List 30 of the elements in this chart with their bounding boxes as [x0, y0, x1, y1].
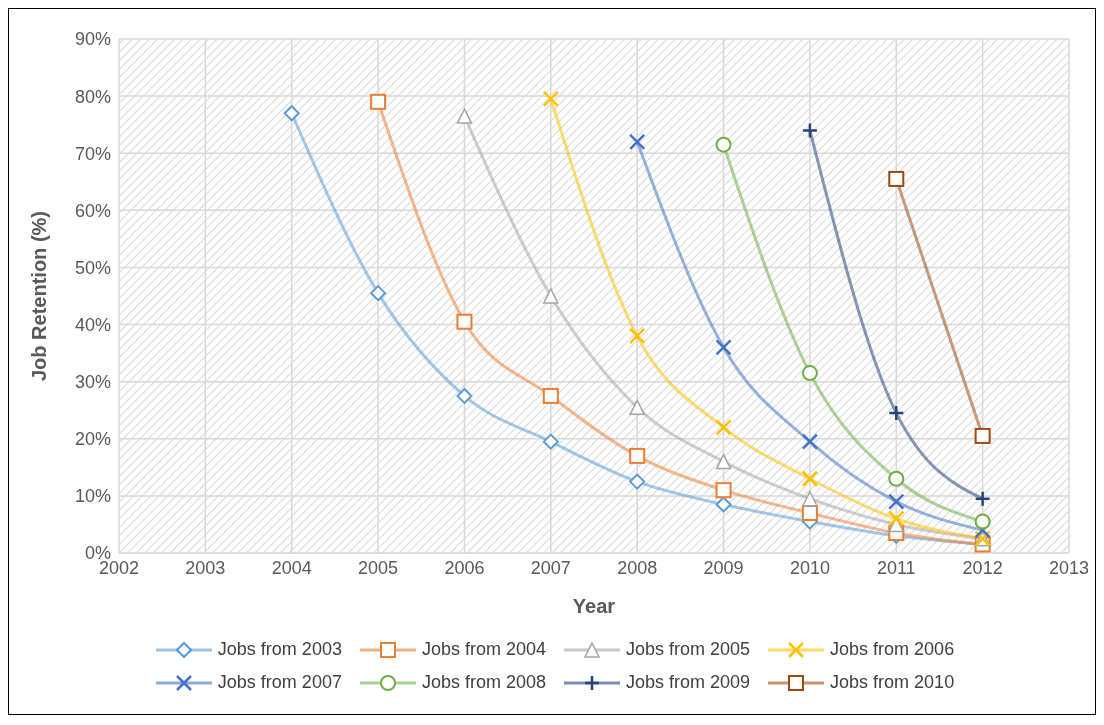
- legend-label: Jobs from 2005: [626, 639, 751, 660]
- y-tick-label: 90%: [74, 29, 111, 50]
- x-tick-label: 2006: [444, 557, 485, 578]
- y-tick-label: 10%: [74, 486, 111, 507]
- x-tick-label: 2013: [1048, 557, 1090, 578]
- legend-label: Jobs from 2008: [421, 672, 546, 693]
- x-tick-label: 2012: [962, 557, 1003, 578]
- legend-label: Jobs from 2007: [217, 672, 342, 693]
- x-tick-label: 2004: [271, 557, 312, 578]
- y-tick-label: 40%: [74, 314, 111, 335]
- y-tick-label: 60%: [74, 200, 111, 221]
- legend-label: Jobs from 2003: [217, 639, 342, 660]
- legend-label: Jobs from 2006: [830, 639, 955, 660]
- y-tick-label: 80%: [74, 86, 111, 107]
- legend-label: Jobs from 2009: [626, 672, 751, 693]
- y-axis-title: Job Retention (%): [28, 211, 51, 381]
- x-tick-label: 2005: [358, 557, 399, 578]
- x-axis-title: Year: [572, 595, 616, 617]
- x-tick-label: 2011: [876, 557, 916, 578]
- x-tick-label: 2007: [530, 557, 571, 578]
- legend-label: Jobs from 2010: [830, 672, 955, 693]
- y-tick-label: 30%: [74, 372, 111, 393]
- y-tick-label: 50%: [74, 257, 111, 278]
- legend-label: Jobs from 2004: [421, 639, 546, 660]
- x-tick-label: 2008: [617, 557, 658, 578]
- x-tick-label: 2009: [703, 557, 744, 578]
- x-tick-label: 2003: [185, 557, 226, 578]
- y-tick-label: 70%: [74, 143, 111, 164]
- y-tick-label: 20%: [74, 429, 111, 450]
- x-tick-label: 2010: [789, 557, 830, 578]
